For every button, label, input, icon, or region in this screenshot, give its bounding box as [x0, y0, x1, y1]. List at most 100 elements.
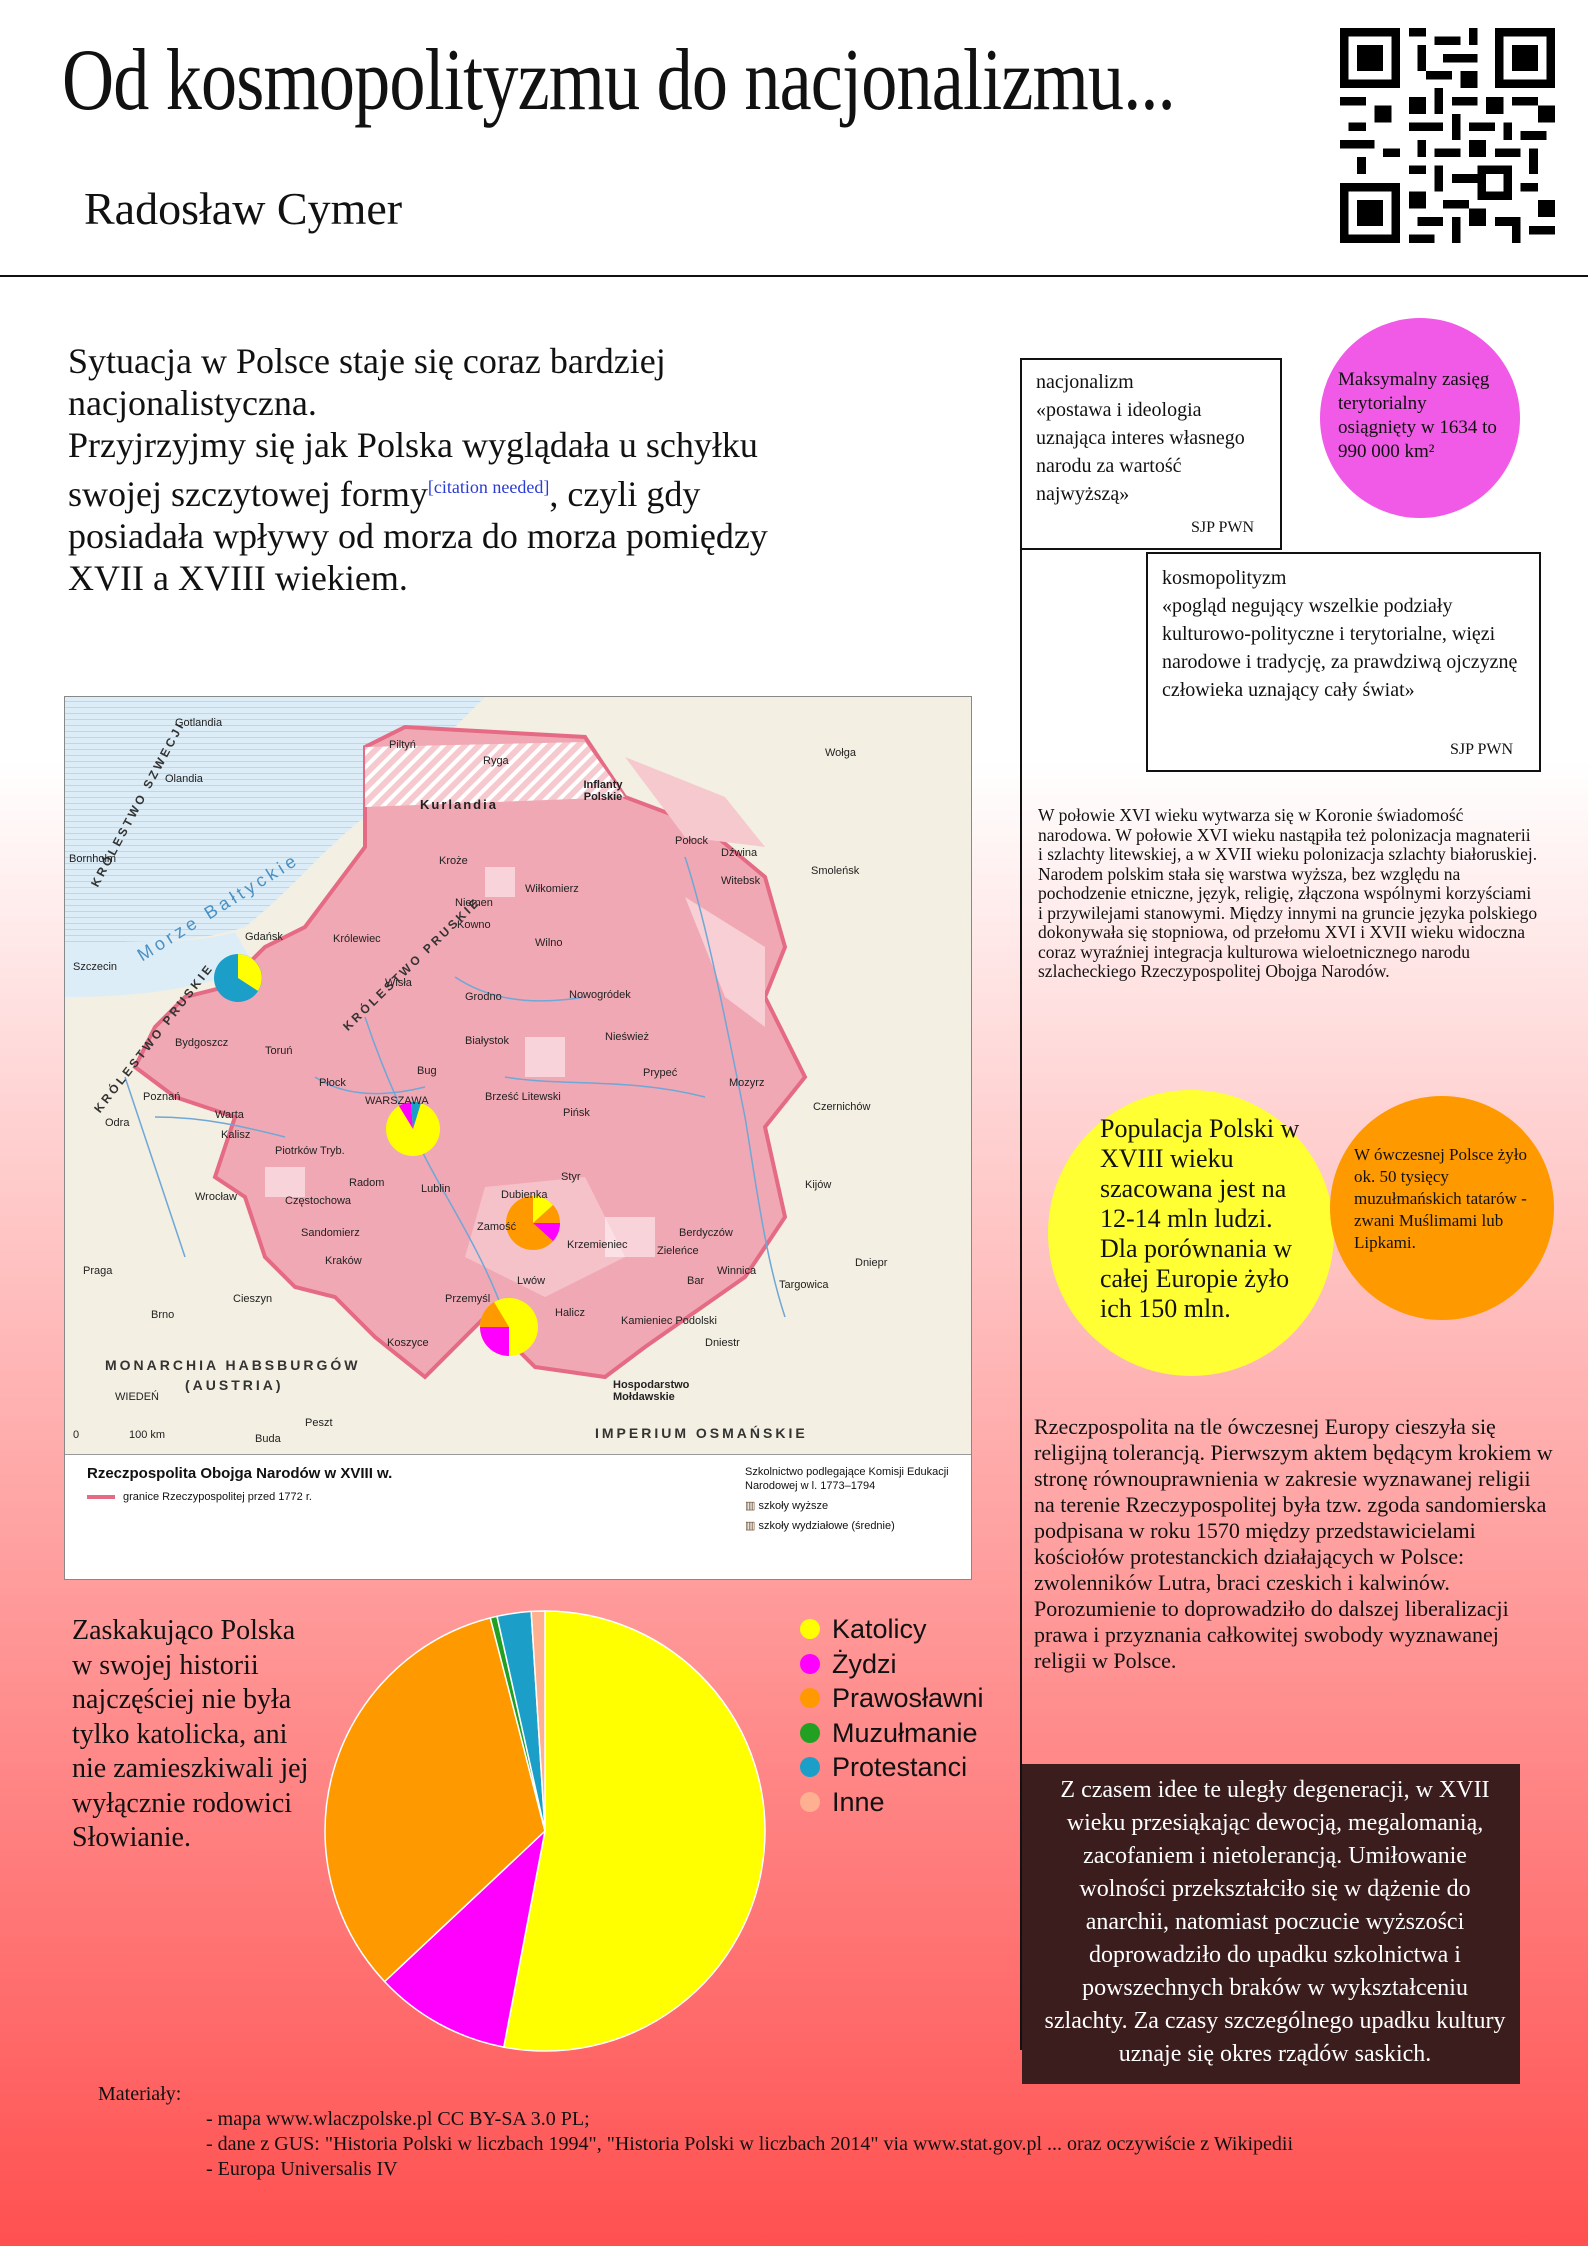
map-label-habsburg: MONARCHIA HABSBURGÓW — [105, 1357, 361, 1373]
territory-bubble: Maksymalny zasięg terytorialny osiągnięt… — [1320, 318, 1520, 518]
map-city-label: Lwów — [517, 1275, 546, 1287]
pie-slice-katolicy — [502, 1610, 766, 2052]
map-legend-high: szkoły wyższe — [745, 1499, 955, 1513]
map-city-label: Szczecin — [73, 961, 118, 973]
materials-heading: Materiały: — [98, 2083, 182, 2105]
legend-item: Muzułmanie — [800, 1716, 984, 1751]
map-pie-gdansk-icon — [214, 954, 262, 1002]
legend-item: Katolicy — [800, 1612, 984, 1647]
map-city-label: Peszt — [305, 1417, 333, 1429]
map-city-label: Kroże — [439, 855, 468, 867]
map-city-label: Smoleńsk — [811, 865, 860, 877]
map-city-label: Nowogródek — [569, 989, 631, 1001]
map-city-label: WARSZAWA — [365, 1095, 429, 1107]
map-city-label: Praga — [83, 1265, 113, 1277]
map-city-label: Bar — [687, 1275, 705, 1287]
intro-line-2: Przyjrzyjmy się jak Polska wyglądała u s… — [68, 425, 758, 514]
paragraph-degeneration: Z czasem idee te uległy degeneracji, w X… — [1022, 1764, 1520, 2084]
map-label-moldawia: Hospodarstwo Mołdawskie — [613, 1379, 690, 1403]
map-city-label: Prypeć — [643, 1067, 678, 1079]
map-city-label: Gdańsk — [245, 931, 283, 943]
legend-label: Inne — [832, 1786, 885, 1817]
map-city-label: Płock — [319, 1077, 346, 1089]
map-legend: Rzeczpospolita Obojga Narodów w XVIII w.… — [65, 1454, 971, 1579]
map-city-label: Częstochowa — [285, 1195, 352, 1207]
legend-label: Katolicy — [832, 1614, 927, 1644]
legend-item: Prawosławni — [800, 1681, 984, 1716]
paragraph-tolerance: Rzeczpospolita na tle ówczesnej Europy c… — [1034, 1414, 1553, 1673]
materials: Materiały: - mapa www.wlaczpolske.pl CC … — [98, 2082, 1293, 2182]
map-city-label: Pińsk — [563, 1107, 590, 1119]
map-legend-district: szkoły wydziałowe (średnie) — [745, 1519, 955, 1533]
map-city-label: Przemyśl — [445, 1293, 491, 1305]
map-city-label: Zamość — [477, 1221, 517, 1233]
map-city-label: Winnica — [717, 1265, 757, 1277]
intro-line-1: Sytuacja w Polsce staje się coraz bardzi… — [68, 341, 666, 423]
legend-item: Protestanci — [800, 1750, 984, 1785]
materials-item: - dane z GUS: "Historia Polski w liczbac… — [206, 2133, 1294, 2155]
muslims-bubble: W ówczesnej Polsce żyło ok. 50 tysięcy m… — [1330, 1096, 1554, 1320]
definition-nacjonalizm: nacjonalizm «postawa i ideologia uznając… — [1020, 358, 1282, 550]
map-city-label: Warta — [215, 1109, 244, 1121]
materials-item: - mapa www.wlaczpolske.pl CC BY-SA 3.0 P… — [206, 2108, 590, 2130]
materials-list: - mapa www.wlaczpolske.pl CC BY-SA 3.0 P… — [98, 2107, 1293, 2182]
religion-pie-chart — [324, 1610, 766, 2052]
header: Od kosmopolityzmu do nacjonalizmu... Rad… — [0, 0, 1588, 277]
historical-map: KRÓLESTWO SZWECJI KRÓLESTWO PRUSKIE KRÓL… — [64, 696, 972, 1580]
map-city-label: Gotlandia — [175, 717, 223, 729]
map-pie-warszawa-icon — [386, 1101, 440, 1156]
qr-code-icon[interactable] — [1340, 28, 1555, 243]
legend-label: Muzułmanie — [832, 1717, 978, 1748]
paragraph-national-awareness: W połowie XVI wieku wytwarza się w Koron… — [1038, 805, 1538, 981]
map-city-label: Wisła — [385, 977, 412, 989]
map-city-label: 0 — [73, 1429, 80, 1441]
map-city-label: Bug — [417, 1065, 437, 1077]
map-city-label: WIEDEŃ — [115, 1391, 159, 1403]
legend-label: Żydzi — [832, 1648, 897, 1679]
map-city-label: Krzemieniec — [567, 1239, 628, 1251]
pie-slice-prawosławni — [324, 1616, 546, 1983]
map-city-label: Koszyce — [387, 1337, 429, 1349]
map-city-label: Piotrków Tryb. — [275, 1145, 345, 1157]
map-city-label: Dubienka — [501, 1189, 548, 1201]
legend-swatch — [800, 1757, 820, 1778]
map-city-label: Dniestr — [705, 1337, 740, 1349]
map-city-label: Kowno — [457, 919, 491, 931]
map-city-label: Radom — [349, 1177, 385, 1189]
pie-legend: Katolicy Żydzi Prawosławni Muzułmanie Protes… — [800, 1612, 984, 1819]
map-city-label: Witebsk — [721, 875, 761, 887]
map-legend-border: granice Rzeczypospolitej przed 1772 r. — [87, 1491, 312, 1503]
map-city-label: Kraków — [325, 1255, 362, 1267]
legend-swatch — [800, 1653, 820, 1674]
map-city-label: Kalisz — [221, 1129, 251, 1141]
map-city-label: Bornholm — [69, 853, 117, 865]
map-city-label: Targowica — [779, 1279, 829, 1291]
intro-line-3: , czyli gdy posiadała wpływy od morza do… — [68, 474, 768, 598]
map-city-label: Grodno — [465, 991, 502, 1003]
map-legend-schools: Szkolnictwo podlegające Komisji Edukacji… — [745, 1465, 955, 1533]
definition-term: nacjonalizm — [1036, 371, 1134, 393]
definition-text: «pogląd negujący wszelkie podziały kultu… — [1162, 595, 1518, 701]
legend-swatch — [800, 1688, 820, 1709]
map-city-label: Styr — [561, 1171, 581, 1183]
map-city-label: Wiłkomierz — [525, 883, 579, 895]
definition-text: «postawa i ideologia uznająca interes wł… — [1036, 399, 1245, 505]
definition-kosmopolityzm: kosmopolityzm «pogląd negujący wszelkie … — [1146, 552, 1541, 772]
population-bubble: Populacja Polski w XVIII wieku szacowana… — [1048, 1090, 1334, 1376]
map-city-label: Mozyrz — [729, 1077, 765, 1089]
legend-swatch — [800, 1791, 820, 1812]
map-label-osmanskie: IMPERIUM OSMAŃSKIE — [595, 1425, 808, 1441]
map-city-label: Nieśwież — [605, 1031, 650, 1043]
map-city-label: Kijów — [805, 1179, 832, 1191]
legend-swatch — [800, 1619, 820, 1640]
definition-source: SJP PWN — [1191, 519, 1254, 536]
legend-item: Żydzi — [800, 1647, 984, 1682]
citation-needed-link[interactable]: [citation needed] — [427, 477, 550, 497]
map-city-label: Poznań — [143, 1091, 181, 1103]
map-label-inflanty: Inflanty Polskie — [583, 779, 623, 803]
map-city-label: Bydgoszcz — [175, 1037, 229, 1049]
pie-slice-inne — [530, 1610, 546, 1832]
map-city-label: Wrocław — [195, 1191, 237, 1203]
map-city-label: Cieszyn — [233, 1293, 273, 1305]
map-city-label: Buda — [255, 1433, 281, 1445]
